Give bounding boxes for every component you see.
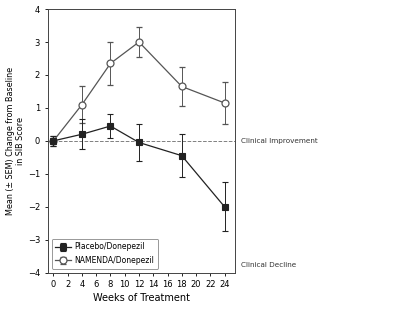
Y-axis label: Mean (± SEM) Change from Baseline
in SIB Score: Mean (± SEM) Change from Baseline in SIB…	[6, 67, 25, 215]
Legend: Placebo/Donepezil, NAMENDA/Donepezil: Placebo/Donepezil, NAMENDA/Donepezil	[52, 239, 158, 269]
X-axis label: Weeks of Treatment: Weeks of Treatment	[93, 294, 190, 303]
Text: Clinical Improvement: Clinical Improvement	[241, 138, 318, 144]
Text: Clinical Decline: Clinical Decline	[241, 262, 296, 269]
